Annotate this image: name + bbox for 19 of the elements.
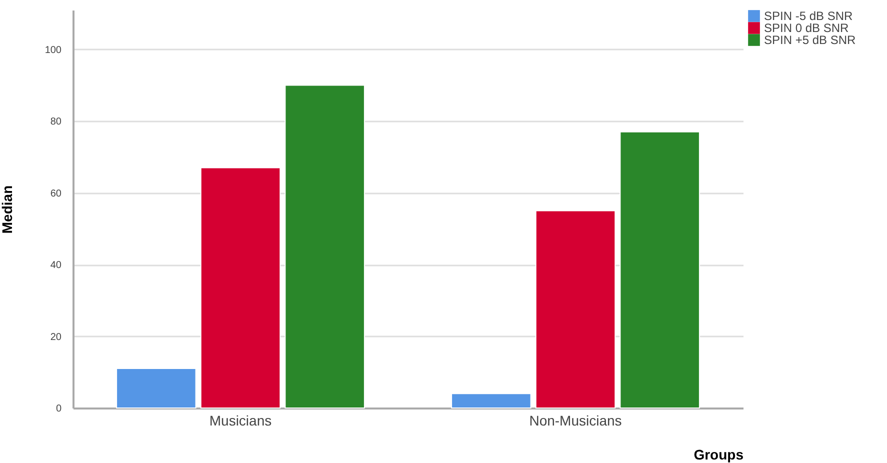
x-tick-label: Musicians [209, 412, 272, 428]
bar [200, 167, 281, 408]
y-tick-label: 20 [50, 332, 62, 343]
y-axis-title: Median [0, 185, 15, 234]
y-tick-label: 0 [56, 404, 62, 414]
bar [116, 368, 196, 408]
y-tick-label: 60 [50, 188, 62, 200]
legend-label: SPIN -5 dB SNR [764, 9, 854, 23]
bar [620, 131, 700, 408]
x-tick-label: Non-Musicians [529, 412, 622, 428]
bar [535, 210, 616, 408]
y-tick-label: 40 [50, 260, 62, 272]
y-tick-label: 80 [50, 116, 62, 128]
y-tick-label: 100 [44, 44, 62, 56]
x-axis-title: Groups [694, 446, 744, 462]
bar [451, 393, 532, 408]
legend-label: SPIN 0 dB SNR [764, 21, 850, 35]
bar [284, 84, 365, 408]
legend-label: SPIN +5 dB SNR [764, 33, 856, 47]
